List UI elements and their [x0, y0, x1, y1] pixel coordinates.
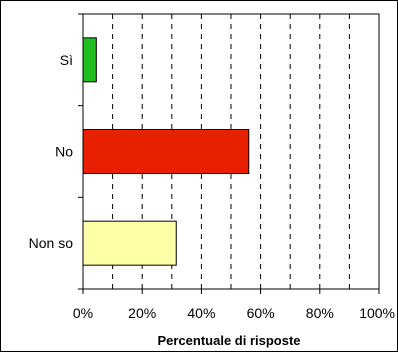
- x-tick-labels: 0% 20% 40% 60% 80% 100%: [73, 305, 395, 321]
- plot-border: [82, 13, 380, 290]
- x-tick-label: 0%: [73, 305, 93, 321]
- bars: [82, 37, 250, 266]
- category-label: Non so: [29, 235, 74, 251]
- x-tick-label: 80%: [306, 305, 334, 321]
- axes: [78, 13, 380, 294]
- bar-chart: Sì No Non so 0% 20% 40% 60% 80% 100% Percentual…: [29, 13, 395, 348]
- bar: [82, 220, 177, 266]
- x-tick-label: 40%: [187, 305, 215, 321]
- category-labels: Sì No Non so: [29, 52, 74, 251]
- category-label: No: [55, 144, 73, 160]
- x-axis-label: Percentuale di risposte: [157, 333, 300, 348]
- bar: [82, 129, 250, 174]
- x-tick-label: 60%: [247, 305, 275, 321]
- bar: [82, 37, 97, 83]
- x-tick-label: 100%: [359, 305, 395, 321]
- category-label: Sì: [60, 52, 73, 68]
- x-tick-label: 20%: [128, 305, 156, 321]
